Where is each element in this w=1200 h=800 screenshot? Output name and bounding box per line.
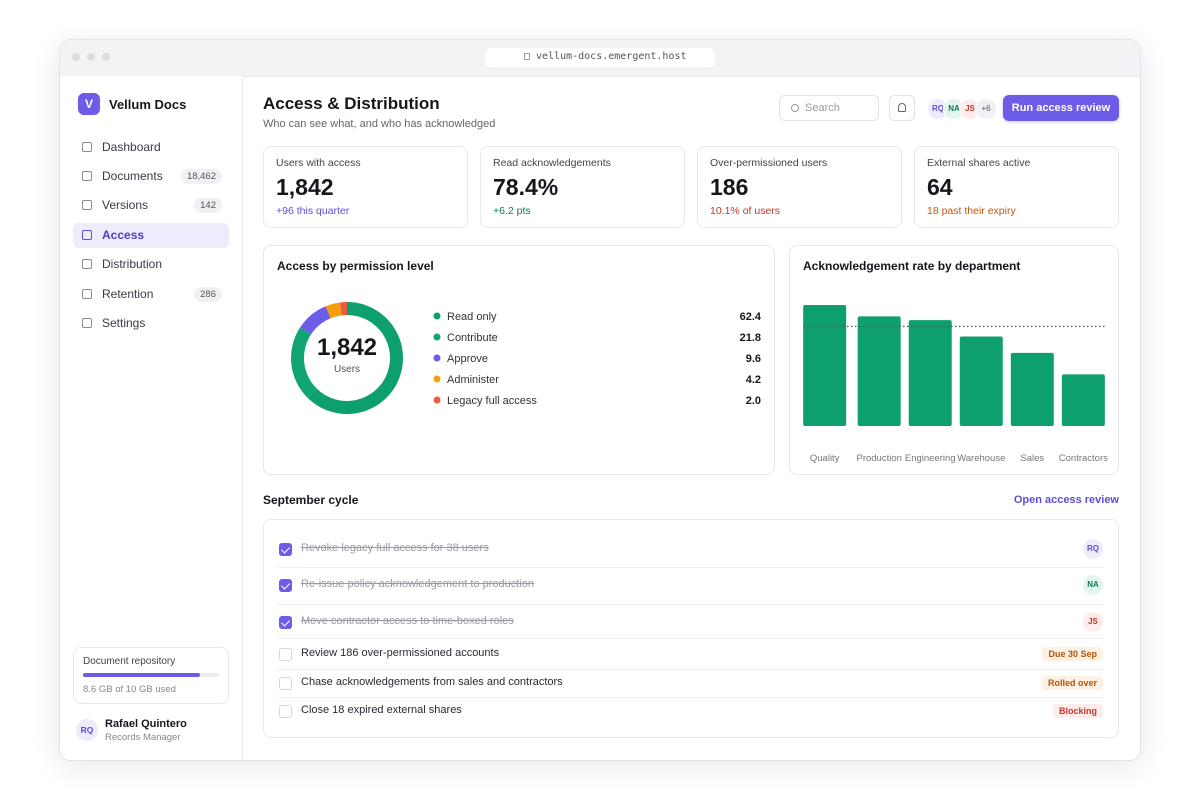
url-bar [485, 48, 715, 67]
kpi-card [914, 146, 1119, 228]
kpi-value: 1,842 [276, 174, 334, 200]
kpi-label: External shares active [927, 157, 1031, 169]
section-title: September cycle [263, 493, 359, 507]
nav-label: Access [102, 228, 145, 242]
task-text: Close 18 expired external shares [301, 704, 462, 716]
nav-label: Dashboard [102, 140, 161, 154]
search-icon [791, 104, 799, 112]
sidebar [60, 76, 243, 760]
row-separator [277, 668, 1105, 670]
kpi-delta: 18 past their expiry [927, 205, 1016, 217]
checkbox[interactable] [279, 543, 292, 556]
nav-item[interactable] [73, 223, 229, 248]
bell-icon [898, 103, 906, 112]
checkbox[interactable] [279, 648, 292, 661]
nav-badge: 18,462 [180, 169, 222, 184]
url-text: vellum-docs.emergent.host [536, 51, 687, 62]
nav-icon [82, 230, 92, 240]
page-title: Access & Distribution [263, 94, 440, 113]
section-link[interactable]: Open access review [1013, 494, 1119, 506]
kpi-value: 78.4% [493, 174, 559, 200]
storage-title: Document repository [83, 656, 176, 667]
nav-icon [82, 289, 92, 299]
nav-label: Retention [102, 287, 154, 301]
kpi-delta: 10.1% of users [710, 205, 781, 217]
task-text: Move contractor access to time-boxed rol… [301, 615, 514, 627]
storage-label: 8.6 GB of 10 GB used [83, 684, 176, 695]
kpi-card [697, 146, 902, 228]
window-dot [102, 53, 110, 61]
search-placeholder: Search [805, 102, 840, 114]
browser-window: vellum-docs.emergent.host V Vellum Docs Das… [60, 40, 1140, 760]
row-separator [277, 638, 1105, 639]
nav-item[interactable] [73, 311, 229, 336]
nav-icon [82, 318, 92, 328]
checkbox[interactable] [279, 616, 292, 629]
chart-card [789, 245, 1119, 475]
task-text: Revoke legacy full access for 38 users [301, 542, 489, 554]
logo: V [78, 93, 100, 115]
kpi-delta: +6.2 pts [493, 205, 531, 217]
nav-label: Distribution [102, 257, 163, 271]
storage-card [73, 647, 229, 704]
lock-icon [524, 53, 530, 60]
assignee-avatar: RQ [1083, 539, 1103, 559]
chart-title: Acknowledgement rate by department [803, 259, 1021, 273]
assignee-avatar: NA [1083, 575, 1103, 595]
kpi-card [480, 146, 685, 228]
kpi-value: 186 [710, 174, 749, 200]
nav-label: Settings [102, 316, 146, 330]
kpi-delta: +96 this quarter [276, 205, 350, 217]
kpi-card [263, 146, 468, 228]
row-separator [277, 603, 1105, 605]
brand-name: Vellum Docs [109, 97, 187, 112]
bell-button[interactable] [889, 95, 915, 121]
nav-label: Versions [102, 198, 149, 212]
checkbox[interactable] [279, 705, 292, 718]
window-dot [72, 53, 80, 61]
search-box[interactable] [779, 95, 879, 121]
nav-icon [82, 142, 92, 152]
avatar-more: +6 [975, 98, 997, 120]
primary-button[interactable]: Run access review [1003, 95, 1119, 121]
chart-title: Access by permission level [277, 259, 434, 273]
user-role: Records Manager [105, 732, 181, 743]
nav-icon [82, 171, 92, 181]
checkbox[interactable] [279, 579, 292, 592]
status-tag: Blocking [1052, 704, 1103, 718]
tasks-card [263, 519, 1119, 738]
kpi-value: 64 [927, 174, 953, 200]
nav-icon [82, 259, 92, 269]
user-avatar: RQ [76, 719, 98, 741]
row-separator [277, 697, 1105, 698]
status-tag: Due 30 Sep [1042, 647, 1103, 661]
window-dot [87, 53, 95, 61]
kpi-label: Users with access [276, 157, 361, 169]
nav-label: Documents [102, 169, 163, 183]
task-text: Chase acknowledgements from sales and co… [301, 676, 563, 688]
nav-badge: 142 [194, 198, 222, 213]
page-subtitle: Who can see what, and who has acknowledg… [263, 118, 496, 130]
checkbox[interactable] [279, 677, 292, 690]
status-tag: Rolled over [1041, 676, 1103, 690]
task-text: Re-issue policy acknowledgement to produ… [301, 578, 534, 590]
storage-fill [83, 673, 200, 677]
nav-icon [82, 200, 92, 210]
chart-card [263, 245, 775, 475]
kpi-label: Over-permissioned users [710, 157, 828, 169]
kpi-label: Read acknowledgements [493, 157, 611, 169]
nav-badge: 286 [194, 287, 222, 302]
user-name: Rafael Quintero [105, 718, 187, 730]
task-text: Review 186 over-permissioned accounts [301, 647, 500, 659]
row-separator [277, 567, 1105, 568]
assignee-avatar: JS [1083, 612, 1103, 632]
